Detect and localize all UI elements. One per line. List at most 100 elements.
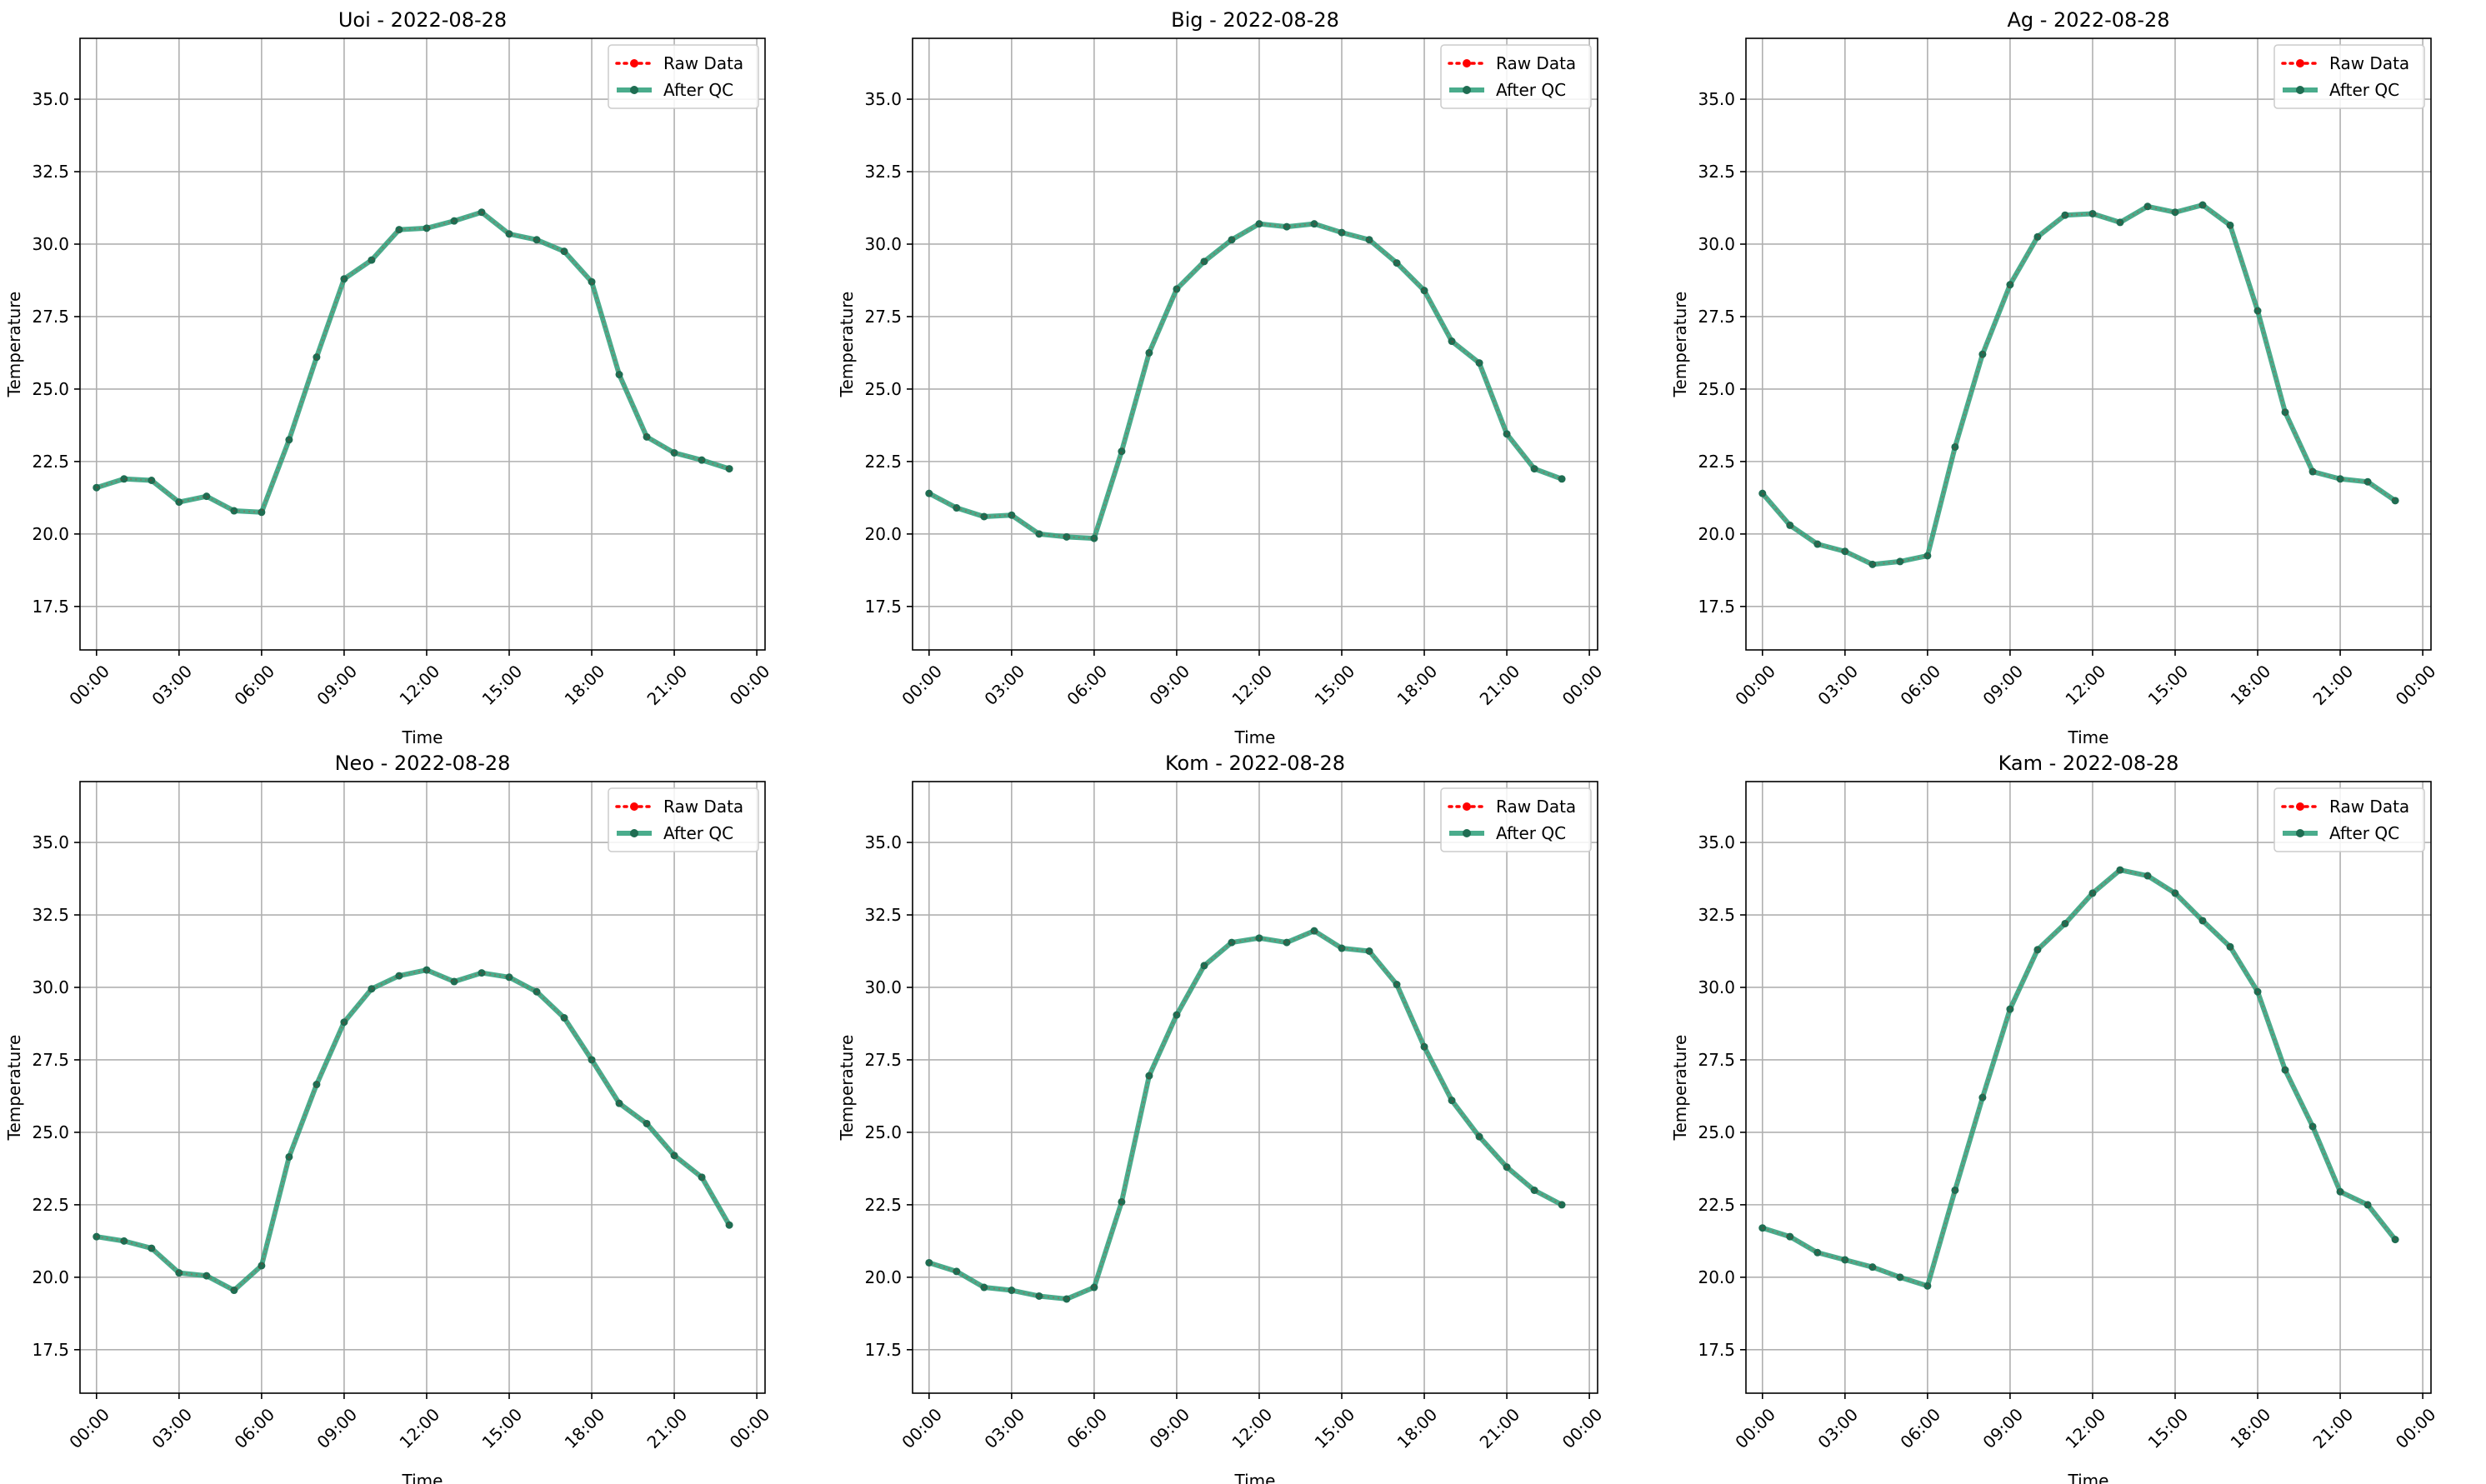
legend: Raw Data After QC [608,44,759,109]
y-tick-label: 27.5 [1698,307,1735,327]
series-after-qc-point [1786,521,1794,529]
series-after-qc-point [925,489,933,497]
x-tick-label: 18:00 [1393,1404,1442,1452]
series-raw-data-line [928,930,1563,1300]
legend-qc-marker [2296,86,2304,94]
series-after-qc-point [1365,236,1373,244]
series-after-qc-point [1393,981,1401,989]
series-after-qc-point [1090,1283,1098,1292]
series-after-qc-point [1448,337,1456,346]
series-after-qc-point [953,1267,961,1276]
x-tick-label: 06:00 [1896,1404,1944,1452]
legend-raw-label: Raw Data [663,797,743,817]
y-tick-label: 20.0 [1698,1267,1735,1287]
y-tick-label: 35.0 [1698,832,1735,852]
x-tick-label: 21:00 [643,1404,692,1452]
series-after-qc-point [2033,946,2042,954]
series-after-qc-point [2198,917,2207,925]
legend: Raw Data After QC [2273,787,2425,852]
series-after-qc-point [1118,447,1126,456]
x-tick-label: 03:00 [980,661,1028,709]
y-tick-label: 22.5 [32,452,69,472]
x-tick-label: 18:00 [561,661,609,709]
y-tick-label: 25.0 [32,379,69,399]
x-tick-label: 18:00 [2227,1404,2275,1452]
series-after-qc-point [368,985,376,993]
series-after-qc-line [93,967,733,1293]
x-tick-label: 00:00 [1558,661,1607,709]
y-axis-label: Temperature [4,1035,24,1142]
series-after-qc-point [2336,475,2344,483]
x-tick-label: 18:00 [2227,661,2275,709]
series-after-qc-point [1758,1224,1767,1232]
x-tick-label: 00:00 [726,661,774,709]
series-after-qc-point [615,1099,623,1107]
series-after-qc-point [285,436,293,444]
series-after-qc-point [725,465,733,473]
y-tick-label: 32.5 [864,905,902,925]
y-tick-label: 32.5 [32,162,69,182]
series-after-qc-point [1090,534,1098,542]
series-after-qc-point [588,1056,596,1064]
series-after-qc-point [1228,236,1236,244]
x-tick-label: 09:00 [1145,1404,1193,1452]
series-after-qc-point [1896,557,1904,566]
legend-raw-label: Raw Data [663,53,743,73]
series-after-qc-point [478,208,486,217]
legend-qc-marker [2296,829,2304,837]
series-after-qc-point [120,475,128,483]
series-after-qc-point [1008,1287,1016,1295]
legend: Raw Data After QC [2273,44,2425,109]
series-after-qc-point [1558,475,1566,483]
series-after-qc-point [175,1269,183,1277]
series-after-qc-point [533,236,541,244]
series-after-qc-point [450,977,458,986]
series-after-qc-point [230,507,238,515]
series-after-qc-point [395,226,403,234]
y-tick-label: 17.5 [32,597,69,617]
series-after-qc-point [588,277,596,286]
series-after-qc-point [2391,497,2399,505]
series-after-qc-point [2171,889,2179,897]
series-after-qc-point [1393,259,1401,267]
series-after-qc-point [1173,285,1181,293]
x-tick-label: 09:00 [313,661,361,709]
series-after-qc-point [1978,350,1987,358]
y-tick-label: 30.0 [32,234,69,254]
x-tick-label: 06:00 [230,1404,278,1452]
y-tick-label: 35.0 [32,832,69,852]
x-tick-label: 03:00 [980,1404,1028,1452]
series-after-qc-point [670,448,678,457]
y-tick-label: 35.0 [864,89,902,109]
series-after-qc-point [1063,1295,1071,1303]
series-after-qc-point [1310,220,1318,228]
x-tick-label: 15:00 [478,661,527,709]
series-after-qc-point [1035,530,1043,538]
y-tick-label: 22.5 [864,452,902,472]
series-raw-data-line [928,222,1563,540]
series-after-qc-point [2171,208,2179,217]
series-after-qc-point [395,972,403,980]
series-after-qc-point [1420,287,1428,295]
series-after-qc-point [450,217,458,225]
series-after-qc-point [2363,477,2372,486]
y-tick-label: 17.5 [32,1340,69,1360]
legend-qc-label: After QC [2329,80,2399,100]
legend-qc-marker [630,86,638,94]
axes-frame [79,37,766,651]
series-after-qc-point [175,498,183,507]
series-after-qc-point [1255,934,1263,942]
legend-qc-label: After QC [663,80,733,100]
series-after-qc-point [1841,1256,1849,1264]
y-tick-label: 20.0 [32,524,69,544]
legend-raw-marker [1463,59,1471,67]
series-after-qc-point [230,1287,238,1295]
x-axis-label: Time [2068,1471,2109,1484]
x-tick-label: 15:00 [478,1404,527,1452]
series-after-qc-point [2088,889,2097,897]
series-after-qc-point [2308,467,2317,476]
subplot-title: Ag - 2022-08-28 [2007,8,2169,32]
x-tick-label: 09:00 [1145,661,1193,709]
series-after-qc-point [670,1152,678,1160]
series-after-qc-point [1978,1093,1987,1102]
